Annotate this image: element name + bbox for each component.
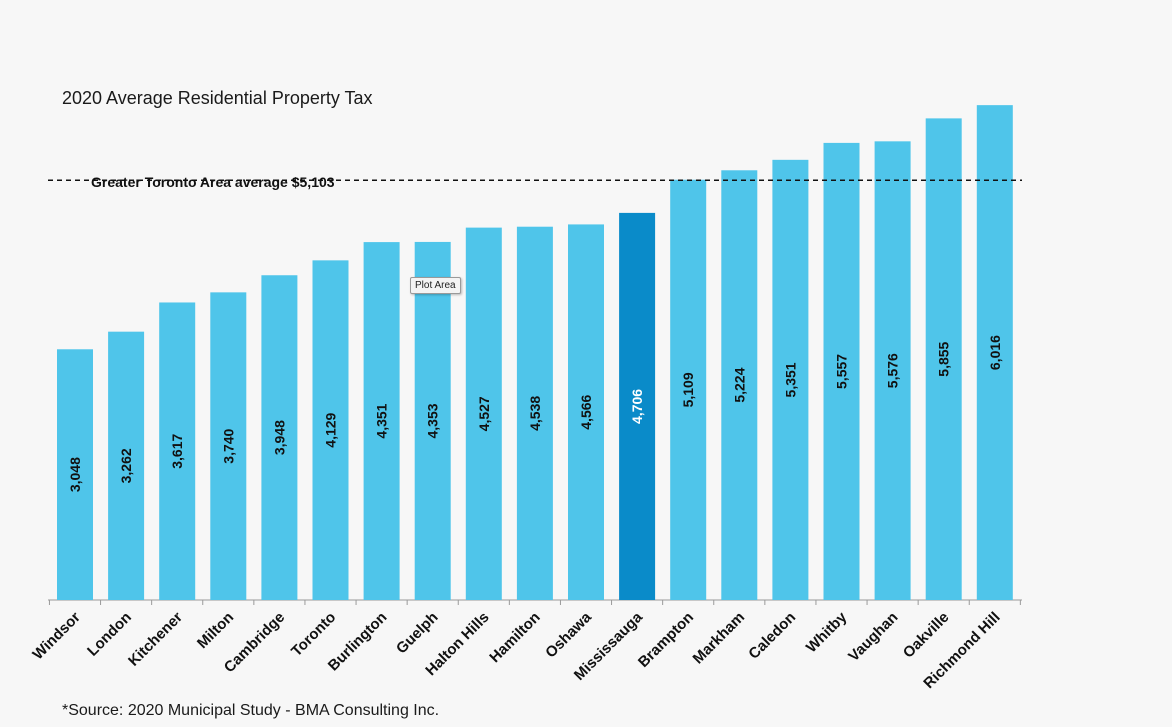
bar-oshawa — [568, 224, 604, 601]
bar-hamilton — [516, 226, 553, 601]
bar-vaughan — [874, 141, 911, 600]
plot-area-tooltip: Plot Area — [410, 277, 461, 294]
x-tick-label: Guelph — [393, 609, 442, 658]
data-label: 6,016 — [987, 335, 1003, 370]
x-tick-label: Kitchener — [125, 609, 186, 670]
bar-burlington — [363, 242, 400, 600]
data-label: 4,353 — [425, 403, 441, 438]
data-label: 3,048 — [67, 457, 83, 492]
data-label: 4,538 — [527, 396, 543, 431]
data-label: 5,855 — [936, 341, 952, 376]
x-tick-label: Markham — [690, 609, 749, 668]
bar-mississauga — [619, 212, 656, 600]
reference-line-label: Greater Toronto Area average $5,103 — [91, 174, 335, 190]
data-label: 5,351 — [782, 362, 798, 397]
x-tick-label: Brampton — [635, 609, 697, 671]
bar-markham — [721, 170, 758, 600]
x-tick-label: Whitby — [803, 608, 851, 656]
x-tick-label: Caledon — [745, 609, 799, 663]
bar-halton-hills — [465, 227, 502, 600]
data-label: 3,948 — [271, 420, 287, 455]
x-tick-label: Vaughan — [845, 609, 901, 665]
data-label: 4,351 — [374, 403, 390, 438]
x-tick-label: Milton — [194, 609, 237, 652]
bar-cambridge — [261, 275, 298, 600]
bar-richmond-hill — [976, 105, 1013, 600]
x-tick-label: Toronto — [288, 609, 339, 660]
x-tick-label: Oakville — [900, 609, 953, 662]
x-tick-label: Windsor — [29, 609, 83, 663]
bar-guelph — [414, 241, 451, 600]
data-label: 3,262 — [118, 448, 134, 483]
bar-milton — [210, 292, 247, 600]
data-label: 5,224 — [731, 367, 747, 402]
bar-windsor — [57, 349, 93, 600]
bar-toronto — [312, 260, 349, 600]
bar-whitby — [823, 142, 860, 600]
data-label: 4,706 — [629, 389, 645, 424]
data-label: 5,576 — [885, 353, 901, 388]
data-label: 4,566 — [578, 394, 594, 429]
chart-title: 2020 Average Residential Property Tax — [62, 88, 373, 108]
bar-kitchener — [159, 302, 196, 600]
data-label: 5,109 — [680, 372, 696, 407]
bar-oakville — [925, 118, 962, 601]
data-label: 3,617 — [169, 434, 185, 469]
bar-london — [108, 331, 145, 600]
bar-brampton — [670, 179, 707, 601]
source-note: *Source: 2020 Municipal Study - BMA Cons… — [62, 702, 440, 719]
data-label: 3,740 — [220, 428, 236, 463]
x-tick-label: London — [84, 609, 135, 660]
x-tick-label: Hamilton — [486, 609, 543, 666]
data-label: 5,557 — [834, 354, 850, 389]
bar-caledon — [772, 159, 809, 600]
data-label: 4,527 — [476, 396, 492, 431]
x-tick-label: Oshawa — [542, 608, 595, 661]
data-label: 4,129 — [323, 412, 339, 447]
